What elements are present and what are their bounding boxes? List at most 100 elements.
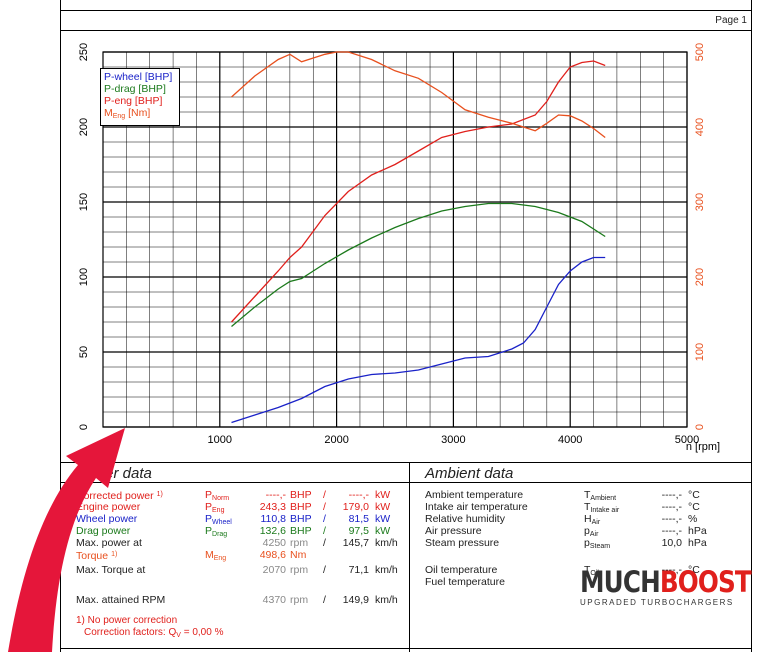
legend-torque: MEng [Nm] (104, 107, 176, 123)
power-row-symbol: PDrag (205, 525, 228, 538)
ambient-row-value: ----,- (661, 513, 682, 525)
power-row-unit1: Nm (290, 549, 307, 561)
power-row-symbol: PNorm (205, 489, 230, 502)
ambient-row-symbol: TAmbient (584, 489, 617, 502)
panel-divider (409, 462, 410, 652)
symbol-main: P (205, 525, 213, 537)
power-row-unit1: rpm (290, 564, 309, 576)
power-row-value1: 2070 (262, 564, 286, 576)
power-row-label: Max. power at (76, 537, 142, 549)
ambient-row-unit: °C (688, 489, 700, 501)
power-row-unit1: BHP (290, 525, 312, 537)
plot-border (102, 51, 688, 428)
red-arrow-shape (8, 428, 125, 652)
footnote-marker: 1) (111, 551, 118, 558)
ambient-data-title: Ambient data (425, 465, 514, 482)
chart-legend: P-wheel [BHP] P-drag [BHP] P-eng [BHP] M… (100, 68, 180, 126)
power-row-separator: / (323, 594, 326, 606)
symbol-main: P (205, 513, 213, 525)
power-row-unit2: km/h (375, 537, 398, 549)
legend-eng: P-eng [BHP] (104, 95, 163, 107)
ambient-row-value: ----,- (661, 489, 682, 501)
symbol-sub: Wheel (212, 519, 232, 526)
footnote-no-correction: 1) No power correction (76, 615, 178, 626)
ambient-row-value: ----,- (661, 501, 682, 513)
power-row-label: Drag power (76, 525, 131, 537)
power-row-label-wrap: Torque 1) (76, 549, 118, 562)
x-tick-label: 5000 (675, 434, 699, 446)
y-left-tick-label: 100 (78, 268, 90, 286)
ambient-row-symbol: TIntake air (584, 501, 619, 514)
series-line-p-wheel-bhp- (231, 256, 606, 424)
y-left-tick-label: 150 (78, 193, 90, 211)
logo-wordmark: MUCHBOOST (580, 565, 752, 599)
symbol-sub: Drag (212, 531, 228, 538)
y-right-tick-label: 500 (694, 43, 706, 61)
ambient-row-value: ----,- (661, 564, 682, 576)
ambient-row-label: Steam pressure (425, 537, 500, 549)
power-row-value1: ----,- (265, 489, 286, 501)
symbol-sub: Eng (213, 555, 227, 562)
symbol-main: P (205, 489, 213, 501)
power-row-unit1: BHP (290, 513, 312, 525)
symbol-sub: Ambient (590, 495, 617, 502)
ambient-row-label: Ambient temperature (425, 489, 524, 501)
power-row-value1: 243,3 (259, 501, 286, 513)
power-row-value2: 71,1 (348, 564, 369, 576)
ambient-row-label: Relative humidity (425, 513, 505, 525)
y-right-tick-label: 100 (694, 343, 706, 361)
y-left-tick-label: 0 (78, 424, 90, 430)
power-row-separator: / (323, 525, 326, 537)
logo-tagline: UPGRADED TURBOCHARGERS (580, 598, 734, 607)
page-label: Page 1 (715, 15, 747, 26)
ambient-row-label: Fuel temperature (425, 576, 505, 588)
symbol-main: p (584, 537, 590, 549)
x-tick-label: 3000 (441, 434, 465, 446)
symbol-main: M (205, 549, 214, 561)
power-row-value1: 132,6 (259, 525, 286, 537)
power-row-value2: 149,9 (342, 594, 369, 606)
footnote-q-sub: V (176, 632, 181, 639)
ambient-row-symbol: pAir (584, 525, 598, 538)
power-row-unit2: km/h (375, 594, 398, 606)
power-row-label: Torque (76, 550, 109, 562)
ambient-row-symbol: pSteam (584, 537, 610, 550)
panel-bottom-rule (60, 648, 752, 649)
power-row-symbol: PEng (205, 501, 225, 514)
power-row-label: Wheel power (76, 513, 138, 525)
symbol-sub: Eng (212, 507, 225, 514)
ambient-row-unit: % (688, 513, 698, 525)
power-row-separator: / (323, 537, 326, 549)
symbol-sub: Norm (212, 495, 230, 502)
power-row-value2: 179,0 (342, 501, 369, 513)
series-line-p-drag-bhp- (231, 202, 606, 327)
power-row-symbol: PWheel (205, 513, 232, 526)
symbol-sub: Oil (590, 570, 599, 577)
legend-torque-unit: [Nm] (125, 107, 151, 119)
power-row-label-wrap: Corrected power 1) (76, 489, 163, 502)
x-tick-label: 1000 (208, 434, 232, 446)
footnote-q-value: = 0,00 % (180, 627, 224, 638)
footnote-correction-factors: Correction factors: QV = 0,00 % (84, 627, 223, 639)
header-rule-bottom (60, 30, 752, 31)
power-row-unit1: BHP (290, 489, 312, 501)
power-row-separator: / (323, 489, 326, 501)
footnote-marker: 1) (156, 491, 163, 498)
power-row-unit1: rpm (290, 594, 309, 606)
panel-top-rule (60, 462, 752, 653)
symbol-main: P (205, 501, 213, 513)
series-line-m-eng-nm- (231, 51, 606, 139)
y-left-tick-label: 250 (78, 43, 90, 61)
legend-torque-sub: Eng (112, 113, 126, 120)
ambient-row-value: 10,0 (661, 537, 682, 549)
power-row-separator: / (323, 564, 326, 576)
legend-torque-main: M (104, 107, 113, 119)
ambient-row-label: Air pressure (425, 525, 482, 537)
power-row-unit1: rpm (290, 537, 309, 549)
power-row-unit2: kW (375, 525, 391, 537)
symbol-main: T (584, 489, 591, 501)
muchboost-logo: MUCHBOOST UPGRADED TURBOCHARGERS (580, 567, 767, 607)
power-row-label: Corrected power (76, 490, 154, 502)
power-row-symbol: MEng (205, 549, 227, 562)
